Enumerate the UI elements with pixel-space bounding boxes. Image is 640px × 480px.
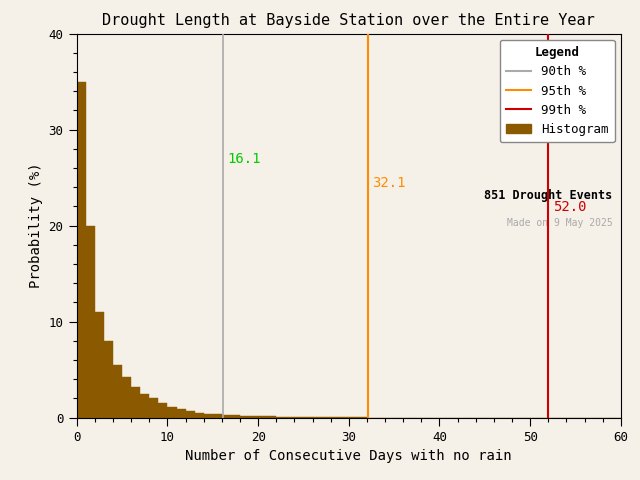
Bar: [258, 416, 268, 418]
Text: Made on 9 May 2025: Made on 9 May 2025: [507, 218, 612, 228]
Bar: [249, 416, 258, 418]
Bar: [240, 416, 249, 418]
Bar: [122, 377, 131, 418]
Bar: [140, 394, 149, 418]
Bar: [222, 415, 231, 418]
X-axis label: Number of Consecutive Days with no rain: Number of Consecutive Days with no rain: [186, 449, 512, 463]
Bar: [268, 417, 276, 418]
Text: 32.1: 32.1: [372, 176, 406, 190]
Bar: [95, 312, 104, 418]
Legend: 90th %, 95th %, 99th %, Histogram: 90th %, 95th %, 99th %, Histogram: [500, 40, 614, 143]
Bar: [276, 417, 285, 418]
Y-axis label: Probability (%): Probability (%): [29, 163, 43, 288]
Bar: [294, 417, 303, 418]
Bar: [303, 417, 312, 418]
Bar: [131, 387, 140, 418]
Bar: [158, 403, 168, 418]
Bar: [113, 365, 122, 418]
Bar: [321, 417, 331, 418]
Bar: [104, 341, 113, 418]
Title: Drought Length at Bayside Station over the Entire Year: Drought Length at Bayside Station over t…: [102, 13, 595, 28]
Bar: [204, 414, 212, 418]
Text: 851 Drought Events: 851 Drought Events: [484, 189, 612, 202]
Bar: [86, 226, 95, 418]
Bar: [77, 82, 86, 418]
Bar: [212, 414, 222, 418]
Bar: [149, 398, 158, 418]
Bar: [231, 415, 240, 418]
Text: 16.1: 16.1: [227, 152, 261, 166]
Bar: [312, 417, 321, 418]
Bar: [195, 413, 204, 418]
Bar: [168, 407, 177, 418]
Text: 52.0: 52.0: [553, 200, 586, 214]
Bar: [285, 417, 294, 418]
Bar: [186, 411, 195, 418]
Bar: [177, 409, 186, 418]
